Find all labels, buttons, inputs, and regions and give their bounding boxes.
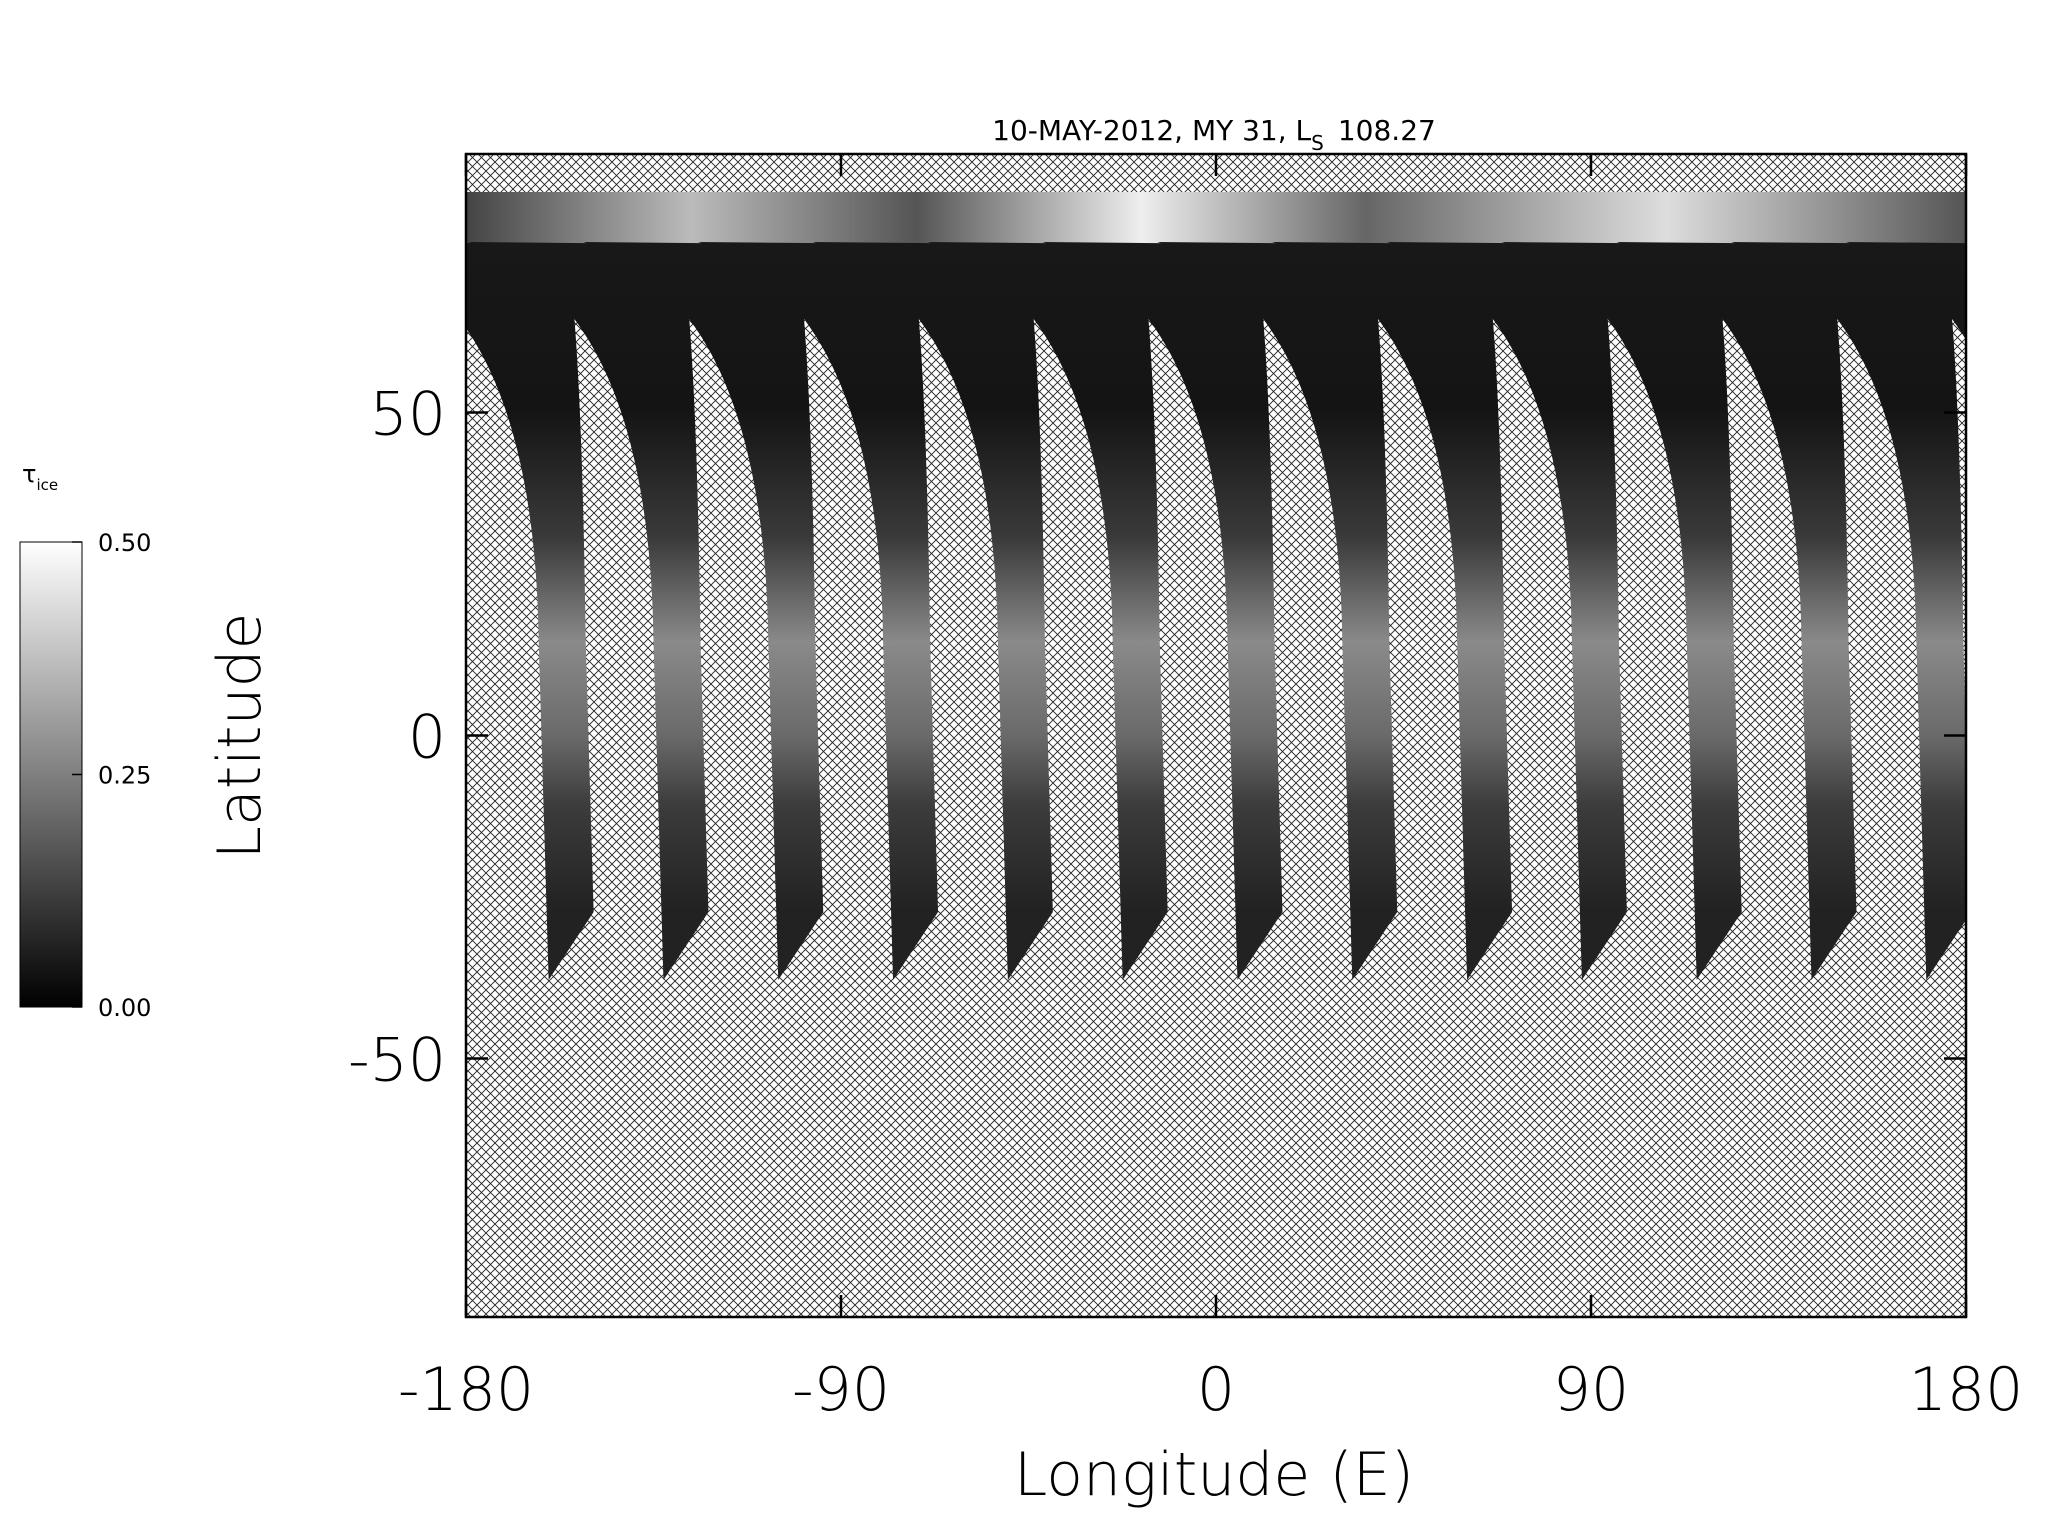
colorbar-tick-label: 0.25 xyxy=(98,762,151,790)
chart-title: 10-MAY-2012, MY 31, LS 108.27 xyxy=(992,114,1436,155)
swath xyxy=(927,242,1168,980)
swath xyxy=(468,242,709,980)
swath xyxy=(1157,242,1398,980)
x-tick-label: -180 xyxy=(398,1355,534,1425)
title-main: 10-MAY-2012, MY 31, L xyxy=(992,114,1311,147)
y-tick-label: -50 xyxy=(348,1026,446,1096)
swath xyxy=(1272,242,1513,980)
x-tick-label: 90 xyxy=(1553,1355,1629,1425)
swath xyxy=(1616,242,1857,980)
swath xyxy=(1846,242,1966,341)
observation-swaths xyxy=(466,192,1966,980)
colorbar-label: τice xyxy=(22,460,58,494)
swath xyxy=(1042,242,1283,980)
swath xyxy=(583,242,824,980)
polar-band xyxy=(466,192,1966,250)
swath xyxy=(812,242,1053,980)
swath xyxy=(1386,242,1627,980)
colorbar-symbol: τ xyxy=(22,460,36,488)
x-tick-label: 180 xyxy=(1909,1355,2024,1425)
title-subscript: S xyxy=(1311,131,1324,155)
y-axis-label: Latitude xyxy=(205,613,275,860)
x-tick-label: -90 xyxy=(792,1355,890,1425)
colorbar-tick-label: 0.50 xyxy=(98,529,151,557)
swath xyxy=(1501,242,1742,980)
colorbar xyxy=(19,541,83,1008)
x-axis-label: Longitude (E) xyxy=(1014,1440,1414,1510)
x-tick-label: 0 xyxy=(1197,1355,1235,1425)
y-tick-label: 0 xyxy=(408,703,446,773)
swath xyxy=(466,243,594,980)
swath xyxy=(1731,242,1966,980)
colorbar-subscript: ice xyxy=(36,476,58,494)
y-tick-label: 50 xyxy=(370,379,446,449)
title-value: 108.27 xyxy=(1338,114,1436,147)
colorbar-tick-label: 0.00 xyxy=(98,994,151,1022)
swath xyxy=(698,242,939,980)
